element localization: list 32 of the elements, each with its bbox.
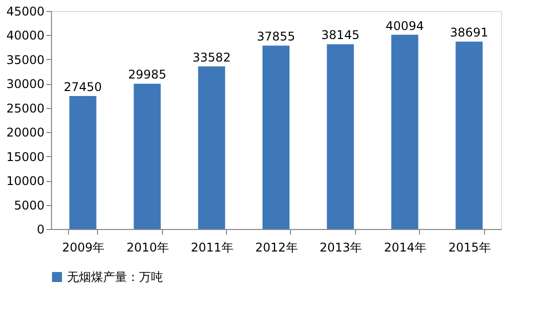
y-tick-label: 40000 (6, 28, 44, 43)
y-tick-label: 30000 (6, 77, 44, 92)
y-tick-label: 5000 (14, 198, 44, 212)
bar (262, 46, 290, 229)
data-label: 38691 (450, 26, 488, 40)
data-label: 40094 (386, 18, 424, 33)
bar (326, 44, 354, 229)
y-tick-label: 0 (36, 222, 44, 236)
bar (134, 84, 161, 229)
x-tick-label: 2012年 (255, 240, 298, 254)
y-tick-label: 25000 (6, 101, 44, 116)
data-label: 29985 (128, 68, 166, 82)
y-tick-label: 45000 (6, 4, 44, 18)
x-tick-label: 2015年 (448, 240, 491, 254)
x-tick-label: 2011年 (190, 240, 234, 254)
data-label: 37855 (256, 30, 296, 44)
y-tick-label: 15000 (6, 150, 44, 164)
bar (456, 42, 483, 229)
x-tick-label: 2014年 (384, 240, 427, 254)
bar (69, 96, 96, 229)
x-tick-label: 2010年 (126, 240, 170, 254)
data-label: 33582 (192, 50, 231, 64)
y-tick-label: 20000 (6, 126, 44, 140)
bar (198, 66, 226, 229)
x-tick-label: 2013年 (320, 240, 362, 254)
bar (391, 34, 418, 229)
y-tick-label: 35000 (6, 52, 44, 67)
y-tick-label: 10000 (6, 174, 44, 188)
legend-label: 无烟煤产量：万吨 (67, 270, 163, 284)
x-tick-label: 2009年 (62, 240, 105, 254)
data-label: 38145 (321, 28, 360, 42)
data-label: 27450 (64, 80, 102, 94)
